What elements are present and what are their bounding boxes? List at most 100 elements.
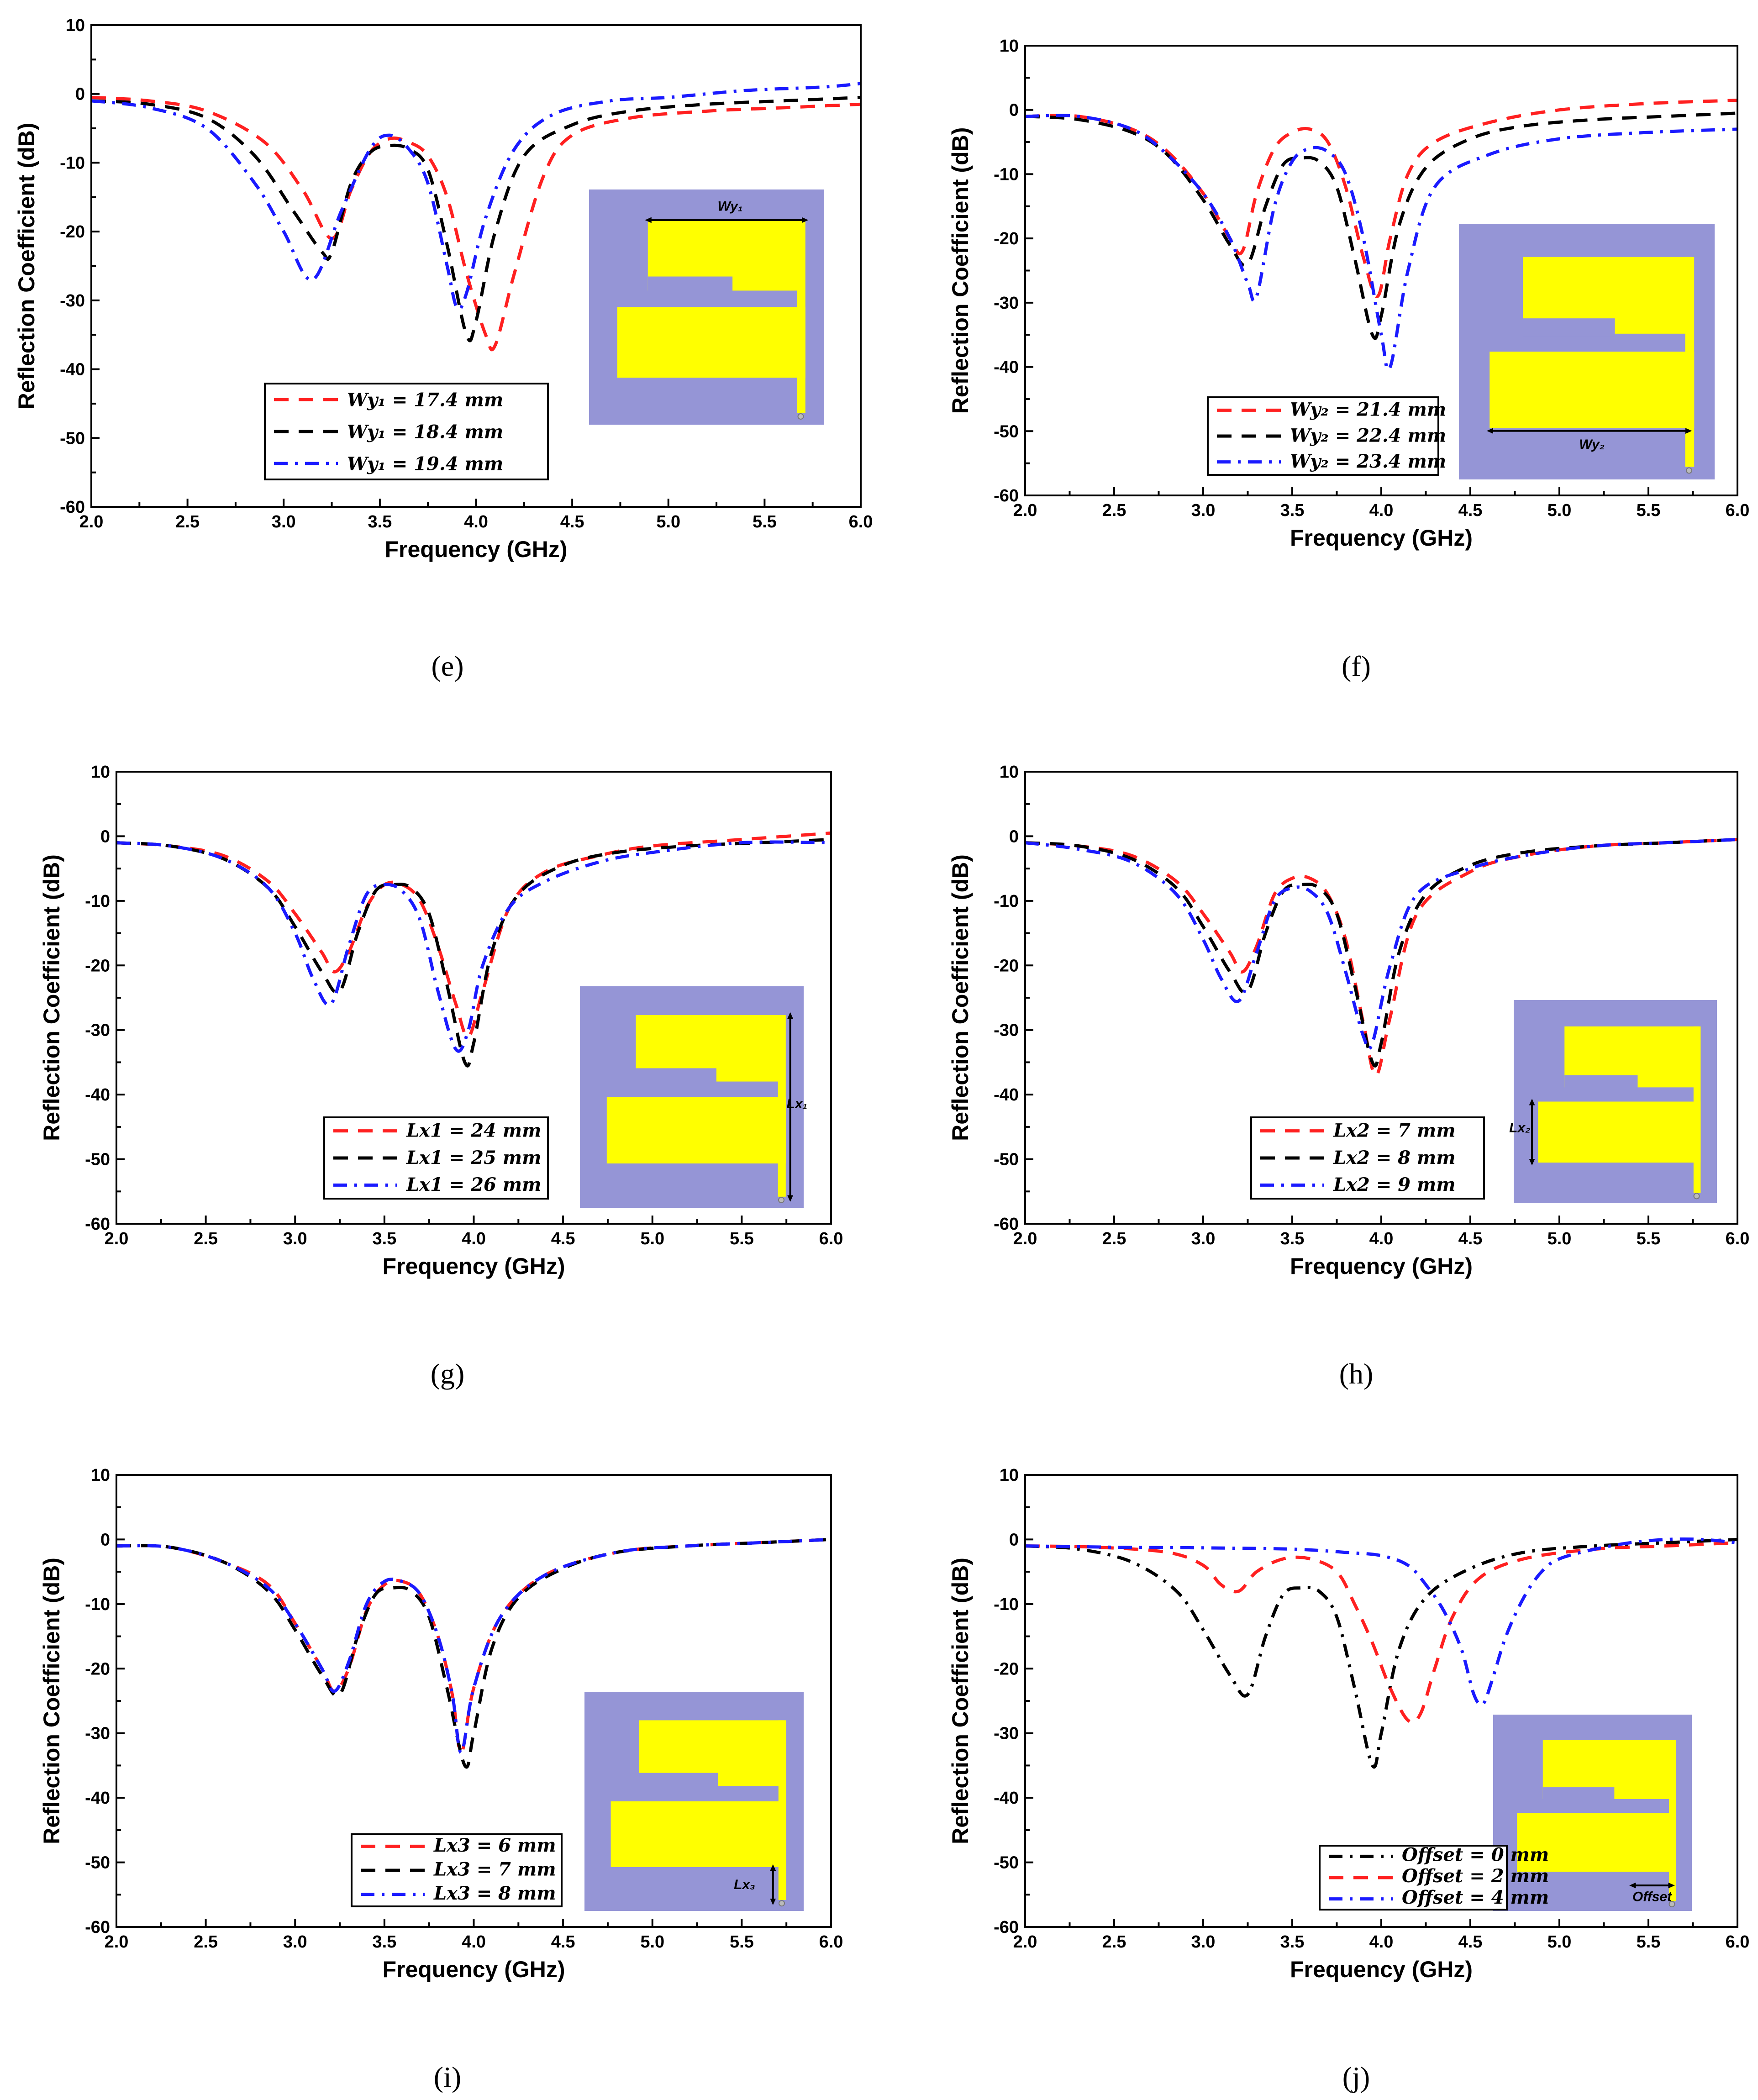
x-tick-label: 6.0	[1726, 1932, 1750, 1952]
y-axis-title: Reflection Coefficient (dB)	[14, 123, 39, 410]
y-tick-label: 0	[100, 1530, 110, 1549]
x-tick-label: 5.5	[730, 1229, 754, 1248]
inset-dimension-label: Wy₁	[717, 199, 742, 214]
plot-frame	[1024, 45, 1738, 496]
legend-label: Wy₂ = 22.4 mm	[1290, 425, 1446, 446]
panel-label: (g)	[431, 1358, 465, 1390]
x-tick-label: 2.0	[1013, 501, 1037, 520]
series-line	[1025, 114, 1737, 372]
plot-frame	[1024, 1474, 1738, 1928]
inset-dimension-label: Offset	[1632, 1889, 1673, 1905]
lower-patch	[1517, 1813, 1676, 1872]
y-tick-label: -50	[85, 1853, 110, 1873]
legend-label: Lx1 = 26 mm	[406, 1174, 541, 1195]
x-tick-label: 4.5	[1458, 1932, 1483, 1952]
y-tick-label: -40	[994, 1789, 1019, 1808]
y-tick-label: -60	[994, 1215, 1019, 1234]
antenna-inset: Lx₂	[1509, 1000, 1717, 1203]
legend-label: Offset = 2 mm	[1402, 1865, 1549, 1887]
chart-panel: 2.0 2.5 3.0 3.5 4.0 4.5 5.0 5.5 6.0 10 0 -10 -20 -30 -…	[947, 763, 1749, 1390]
x-tick-label: 4.5	[1458, 1229, 1483, 1248]
x-tick-label: 6.0	[1726, 501, 1750, 520]
legend-label: Offset = 0 mm	[1402, 1844, 1549, 1865]
legend-label: Lx1 = 25 mm	[406, 1147, 541, 1168]
y-tick-label: 10	[66, 16, 85, 35]
x-tick-label: 3.0	[272, 512, 296, 532]
inset-dimension-label: Lx₃	[734, 1877, 755, 1892]
series-line	[1025, 1537, 1737, 1707]
series-line	[1025, 99, 1737, 298]
y-axis-title: Reflection Coefficient (dB)	[947, 127, 973, 414]
upper-slot	[1523, 318, 1615, 337]
x-axis-title: Frequency (GHz)	[1290, 1253, 1473, 1279]
x-tick-label: 5.5	[730, 1932, 754, 1952]
legend: Lx2 = 7 mm Lx2 = 8 mm Lx2 = 9 mm	[1250, 1116, 1485, 1200]
x-tick-label: 3.5	[368, 512, 392, 532]
x-tick-label: 4.0	[1369, 1229, 1394, 1248]
series-line	[1025, 1541, 1737, 1724]
x-tick-label: 5.0	[640, 1932, 664, 1952]
legend-label: Offset = 4 mm	[1402, 1887, 1549, 1908]
feed-port	[1686, 467, 1692, 474]
panel-label: (h)	[1339, 1358, 1374, 1390]
inset-dimension-label: Lx₂	[1509, 1120, 1530, 1135]
panel-label: (f)	[1342, 650, 1371, 682]
y-tick-label: -20	[85, 1659, 110, 1679]
x-axis-title: Frequency (GHz)	[384, 537, 567, 562]
y-tick-label: -10	[994, 165, 1019, 184]
series-group	[1025, 838, 1737, 1077]
y-axis-title: Reflection Coefficient (dB)	[947, 854, 973, 1141]
series-group	[116, 831, 831, 1068]
legend-label: Lx2 = 7 mm	[1333, 1120, 1456, 1142]
y-tick-label: -10	[994, 892, 1019, 911]
y-tick-label: -10	[60, 153, 85, 173]
y-tick-label: -40	[994, 1085, 1019, 1105]
y-tick-label: -30	[60, 291, 85, 311]
x-tick-label: 3.0	[1191, 1229, 1216, 1248]
series-line	[91, 95, 861, 352]
legend-label: Wy₂ = 21.4 mm	[1290, 399, 1446, 421]
series-line	[116, 840, 831, 1053]
chart-panel: 2.0 2.5 3.0 3.5 4.0 4.5 5.0 5.5 6.0 10 0 -10 -20 -30 -…	[14, 16, 873, 682]
x-tick-label: 3.0	[1191, 1932, 1216, 1952]
x-tick-label: 3.5	[372, 1932, 396, 1952]
lower-patch	[1538, 1101, 1701, 1163]
x-tick-label: 2.5	[1102, 1932, 1126, 1952]
x-tick-label: 4.0	[462, 1229, 486, 1248]
plot-frame	[90, 24, 862, 508]
y-tick-label: -50	[60, 429, 85, 448]
x-tick-label: 5.5	[1637, 1932, 1661, 1952]
series-group	[1025, 1537, 1737, 1769]
legend-label: Wy₁ = 18.4 mm	[347, 421, 503, 443]
x-tick-label: 2.0	[105, 1229, 129, 1248]
legend-label: Lx2 = 9 mm	[1333, 1174, 1456, 1195]
y-axis-title: Reflection Coefficient (dB)	[39, 854, 64, 1141]
x-tick-label: 5.0	[1547, 501, 1572, 520]
y-tick-label: -20	[994, 956, 1019, 975]
x-tick-label: 3.5	[372, 1229, 396, 1248]
y-tick-label: 0	[1009, 827, 1019, 846]
x-tick-label: 6.0	[849, 512, 873, 532]
chart-panel: 2.0 2.5 3.0 3.5 4.0 4.5 5.0 5.5 6.0 10 0 -10 -20 -30 -…	[947, 37, 1749, 682]
x-tick-label: 2.5	[194, 1229, 218, 1248]
series-line	[116, 1537, 831, 1754]
y-axis-title: Reflection Coefficient (dB)	[947, 1558, 973, 1844]
chart-panel: 2.0 2.5 3.0 3.5 4.0 4.5 5.0 5.5 6.0 10 0 -10 -20 -30 -…	[39, 763, 843, 1390]
series-line	[116, 831, 831, 1038]
antenna-inset: Offset	[1493, 1715, 1692, 1911]
y-tick-label: -20	[60, 222, 85, 242]
chart-panel: 2.0 2.5 3.0 3.5 4.0 4.5 5.0 5.5 6.0 10 0 -10 -20 -30 -…	[947, 1466, 1749, 2093]
y-tick-label: -30	[994, 1021, 1019, 1040]
y-tick-label: -30	[994, 294, 1019, 313]
lower-patch	[606, 1097, 786, 1163]
y-tick-label: 10	[1000, 1466, 1019, 1485]
legend-label: Wy₂ = 23.4 mm	[1290, 451, 1446, 472]
chart-panel: 2.0 2.5 3.0 3.5 4.0 4.5 5.0 5.5 6.0 10 0 -10 -20 -30 -…	[39, 1466, 843, 2093]
x-tick-label: 4.0	[462, 1932, 486, 1952]
y-tick-label: -60	[85, 1215, 110, 1234]
y-tick-label: -10	[85, 1595, 110, 1614]
x-axis-title: Frequency (GHz)	[382, 1957, 565, 1982]
feed-port	[778, 1197, 784, 1204]
